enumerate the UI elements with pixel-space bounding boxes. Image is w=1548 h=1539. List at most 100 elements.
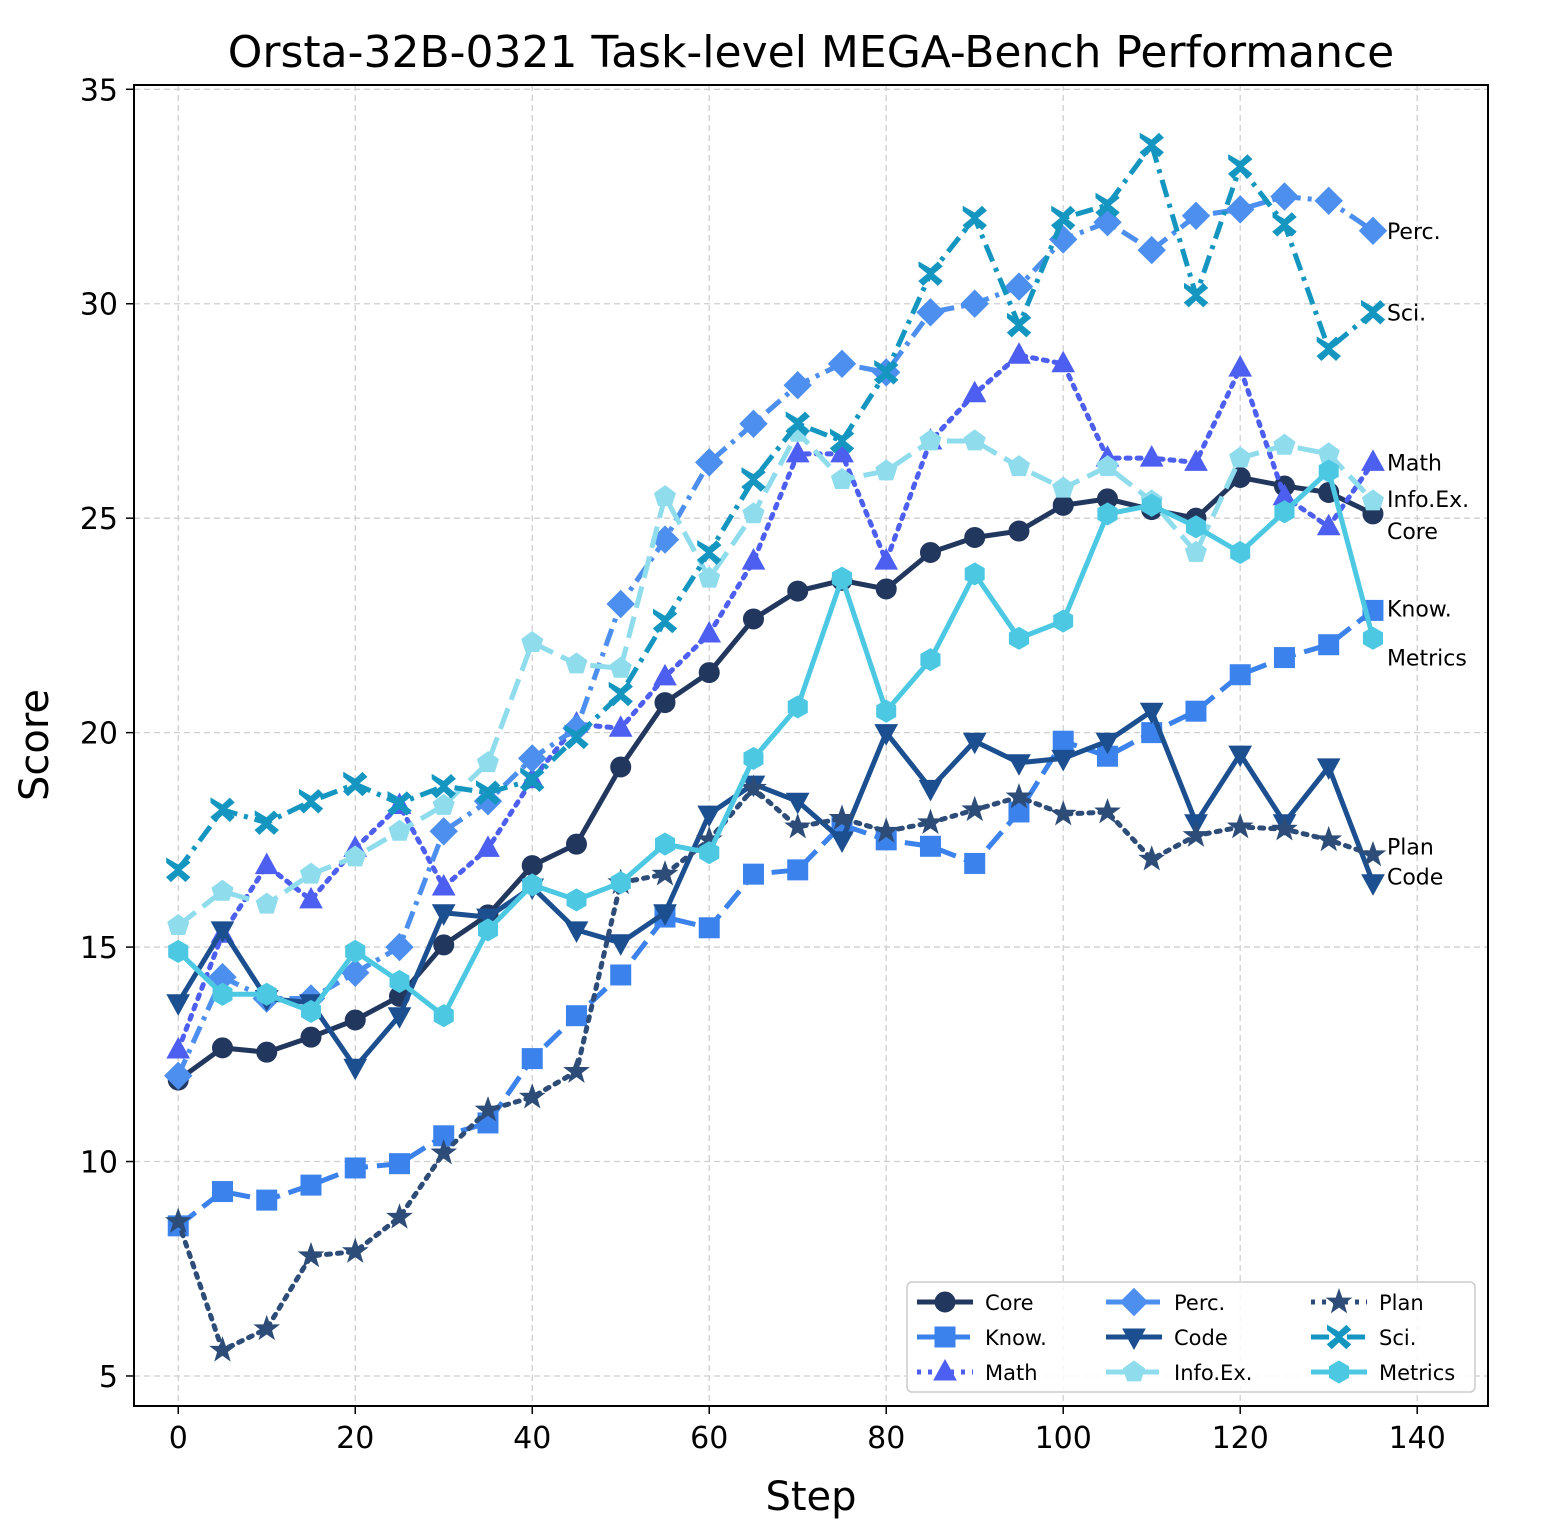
data-point (433, 934, 455, 956)
series-Know. (167, 599, 1384, 1237)
data-point (697, 805, 722, 828)
series-layer (163, 132, 1388, 1362)
data-point (653, 663, 677, 686)
legend-label: Code (1174, 1326, 1228, 1350)
data-point (610, 871, 631, 895)
data-point (1005, 782, 1033, 809)
data-point (564, 921, 589, 943)
data-point (1273, 433, 1296, 455)
data-point (433, 1004, 454, 1028)
data-point (210, 797, 235, 822)
data-point (1318, 459, 1339, 483)
data-point (211, 1037, 233, 1059)
data-point (964, 562, 985, 586)
data-point (916, 298, 945, 327)
legend-label: Perc. (1174, 1291, 1225, 1315)
data-point (1183, 282, 1209, 308)
y-tick-label: 15 (80, 931, 118, 966)
data-point (385, 932, 414, 962)
data-point (653, 904, 677, 926)
data-point (1316, 513, 1341, 536)
data-point (1050, 205, 1076, 231)
legend-item-Perc.: Perc. (1106, 1287, 1225, 1317)
legend-label: Info.Ex. (1174, 1361, 1252, 1385)
data-point (522, 873, 543, 897)
data-point (163, 1061, 193, 1091)
data-point (827, 349, 857, 379)
data-point (476, 835, 500, 857)
data-point (1316, 758, 1341, 780)
data-point (875, 459, 898, 481)
data-point (653, 485, 676, 507)
data-point (389, 969, 410, 993)
data-point (387, 791, 412, 816)
data-point (431, 904, 456, 926)
legend-label: Metrics (1379, 1361, 1455, 1385)
data-point (521, 1048, 543, 1070)
data-point (344, 1157, 366, 1179)
data-point (743, 746, 764, 770)
series-line (175, 352, 1376, 1053)
data-point (608, 715, 633, 737)
data-point (739, 409, 768, 439)
data-point (165, 857, 191, 883)
data-point (212, 982, 233, 1006)
data-point (874, 724, 899, 746)
data-point (960, 289, 989, 318)
data-point (431, 773, 456, 799)
legend-label: Know. (985, 1326, 1047, 1350)
data-point (168, 939, 189, 963)
legend-label: Sci. (1379, 1326, 1416, 1350)
data-point (297, 1241, 325, 1268)
legend-marker (1119, 1287, 1149, 1317)
data-point (1004, 272, 1034, 301)
data-point (342, 771, 368, 797)
data-point (785, 792, 810, 815)
data-point (1138, 845, 1166, 871)
data-point (787, 859, 809, 881)
y-tick-label: 30 (80, 288, 118, 323)
data-point (253, 1314, 281, 1341)
data-point (1229, 446, 1252, 468)
legend: Core Know. Math Perc. Code Info.Ex. Plan Sci. Me… (906, 1281, 1476, 1393)
legend-marker (1326, 1324, 1352, 1350)
data-point (962, 732, 987, 755)
data-point (652, 608, 678, 634)
data-point (1358, 216, 1388, 246)
data-point (740, 774, 767, 800)
data-point (875, 578, 897, 600)
y-tick-label: 25 (80, 502, 118, 537)
data-point (1006, 312, 1032, 338)
data-point (388, 1153, 410, 1175)
data-point (521, 630, 544, 652)
data-point (474, 1096, 502, 1122)
data-point (209, 1336, 236, 1362)
data-point (787, 580, 809, 602)
data-point (1052, 476, 1075, 498)
data-point (1273, 647, 1295, 669)
data-point (787, 695, 808, 719)
data-point (1051, 749, 1076, 772)
data-point (1053, 609, 1074, 633)
end-label-Info.Ex.: Info.Ex. (1387, 488, 1469, 513)
data-point (741, 548, 766, 570)
data-point (1182, 821, 1210, 847)
y-tick-label: 35 (80, 73, 118, 108)
data-point (696, 540, 722, 565)
data-point (344, 845, 367, 867)
data-point (654, 692, 676, 714)
data-point (1096, 455, 1119, 477)
data-point (1181, 201, 1211, 231)
data-point (256, 1041, 278, 1063)
data-point (429, 817, 458, 846)
data-point (783, 370, 812, 400)
data-point (917, 808, 944, 835)
series-line (176, 608, 1375, 1228)
legend-label: Core (985, 1291, 1034, 1315)
data-point (1228, 745, 1253, 768)
data-point (785, 440, 810, 463)
data-point (1139, 702, 1164, 725)
data-point (1008, 520, 1030, 542)
data-point (1007, 455, 1030, 477)
data-point (518, 1083, 546, 1109)
